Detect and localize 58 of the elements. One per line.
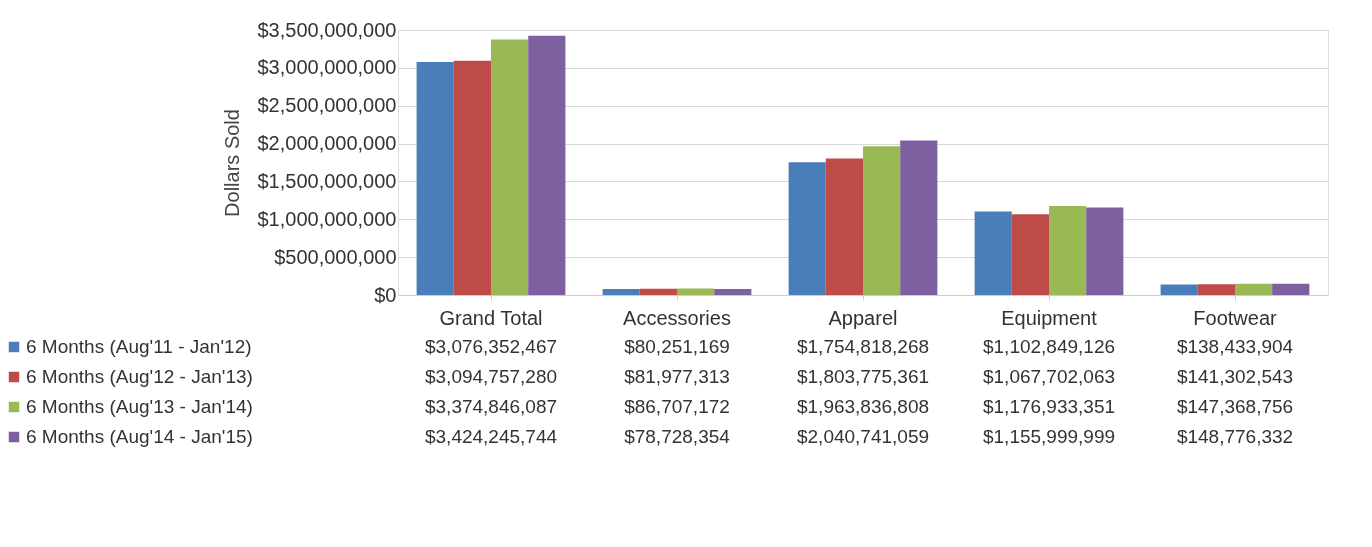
- bar: [1197, 284, 1235, 295]
- bar: [900, 140, 938, 295]
- y-tick-label: $0: [374, 283, 397, 306]
- data-label: $138,433,904: [1176, 336, 1294, 357]
- bar: [677, 288, 715, 295]
- bar: [788, 162, 826, 295]
- bar: [639, 288, 677, 295]
- data-label: $1,803,775,361: [796, 366, 930, 387]
- y-tick-label: $2,500,000,000: [257, 94, 397, 117]
- x-tick-label: Footwear: [1193, 306, 1278, 329]
- data-label: $3,094,757,280: [424, 366, 558, 387]
- legend-label: 6 Months (Aug'14 - Jan'15): [26, 426, 253, 447]
- y-axis-title: Dollars Sold: [221, 109, 244, 217]
- legend-label: 6 Months (Aug'12 - Jan'13): [26, 366, 253, 387]
- x-tick-label: Grand Total: [439, 306, 543, 329]
- data-label: $1,155,999,999: [982, 426, 1116, 447]
- data-label: $147,368,756: [1176, 396, 1294, 417]
- x-tick-label: Apparel: [828, 306, 898, 329]
- bar: [1011, 214, 1049, 295]
- data-label: $80,251,169: [624, 336, 730, 357]
- data-label: $81,977,313: [624, 366, 730, 387]
- x-tick-label: Accessories: [623, 306, 731, 329]
- data-label: $1,102,849,126: [982, 336, 1116, 357]
- y-tick-label: $1,500,000,000: [257, 169, 397, 192]
- data-label: $3,424,245,744: [424, 426, 558, 447]
- data-label: $78,728,354: [624, 426, 731, 447]
- bar: [825, 158, 863, 295]
- legend-label: 6 Months (Aug'11 - Jan'12): [26, 336, 252, 357]
- data-label: $86,707,172: [624, 396, 730, 417]
- data-label: $1,754,818,268: [796, 336, 930, 357]
- data-label: $1,963,836,808: [796, 396, 930, 417]
- y-tick-label: $3,500,000,000: [257, 18, 397, 41]
- bar: [491, 39, 529, 295]
- data-label: $3,076,352,467: [424, 336, 558, 357]
- y-tick-label: $500,000,000: [274, 245, 397, 268]
- bar: [602, 288, 640, 295]
- bar: [453, 60, 491, 295]
- data-label: $148,776,332: [1176, 426, 1294, 447]
- y-tick-label: $1,000,000,000: [257, 207, 397, 230]
- bar: [714, 289, 752, 295]
- bar: [1049, 205, 1087, 295]
- y-tick-label: $3,000,000,000: [257, 56, 397, 79]
- bar: [1272, 283, 1310, 295]
- data-label: $3,374,846,087: [424, 396, 558, 417]
- bar: [863, 146, 901, 295]
- data-label: $2,040,741,059: [796, 426, 930, 447]
- bar: [1086, 207, 1124, 295]
- data-label: $1,176,933,351: [982, 396, 1116, 417]
- bar: [416, 62, 454, 295]
- data-label: $141,302,543: [1176, 366, 1294, 387]
- x-tick-label: Equipment: [1001, 306, 1098, 329]
- legend-label: 6 Months (Aug'13 - Jan'14): [26, 396, 253, 417]
- bar: [1235, 283, 1273, 295]
- y-tick-label: $2,000,000,000: [257, 132, 397, 155]
- bar: [1160, 284, 1198, 295]
- bar: [974, 211, 1012, 295]
- bar: [528, 35, 566, 295]
- data-label: $1,067,702,063: [982, 366, 1116, 387]
